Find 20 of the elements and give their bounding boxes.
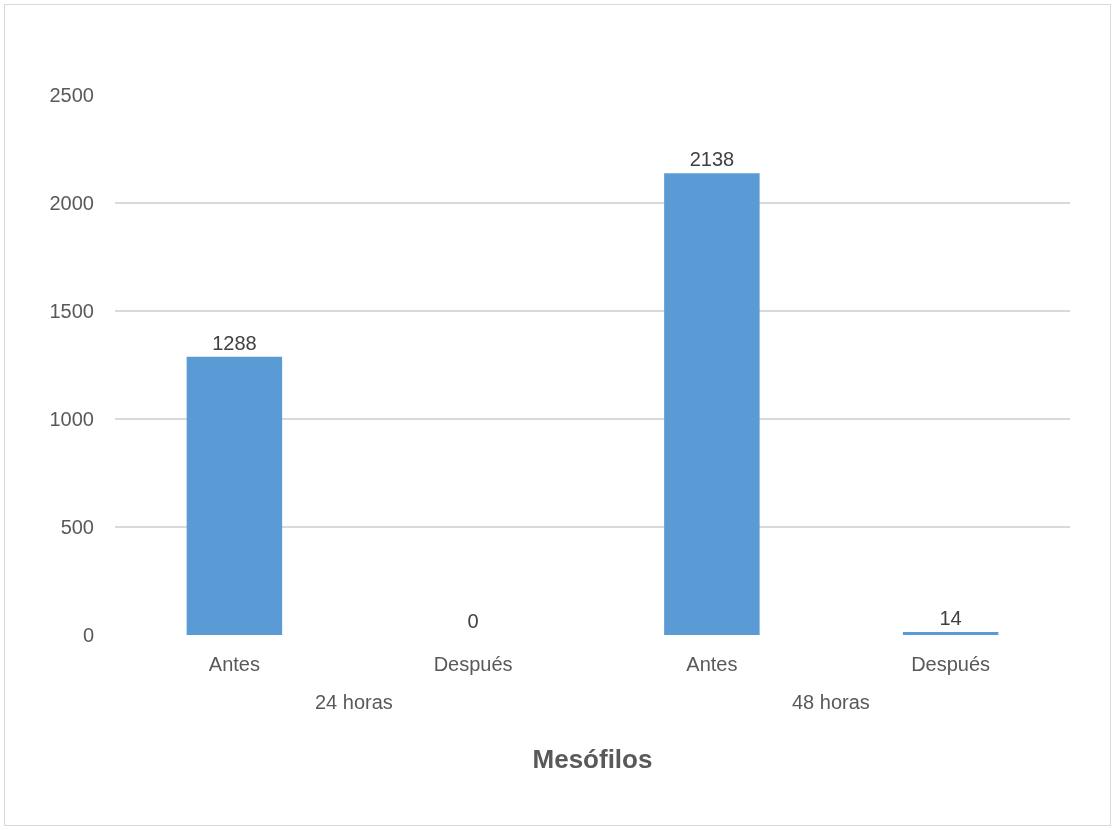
x-tick-label: Antes bbox=[208, 653, 260, 675]
bar bbox=[902, 631, 999, 635]
text: 48 horas bbox=[792, 691, 870, 713]
x-tick-label: Después bbox=[911, 653, 991, 675]
x-axis-title: Mesófilos bbox=[532, 743, 653, 774]
bar bbox=[664, 173, 760, 635]
x-tick-label: Antes bbox=[686, 653, 738, 675]
text: 24 horas bbox=[315, 691, 393, 713]
y-tick-label: 1000 bbox=[49, 408, 94, 430]
y-tick-label: 2000 bbox=[49, 192, 94, 214]
y-tick-label: 500 bbox=[60, 516, 94, 538]
x-tick-label: Después bbox=[433, 653, 513, 675]
y-tick-label: 0 bbox=[82, 624, 94, 646]
data-label: 1288 bbox=[212, 331, 257, 354]
data-label: 14 bbox=[939, 606, 962, 629]
data-label: 2138 bbox=[689, 148, 735, 171]
data-label: 0 bbox=[467, 610, 479, 632]
y-tick-label: 2500 bbox=[49, 84, 94, 106]
bar bbox=[186, 356, 283, 635]
y-tick-label: 1500 bbox=[49, 300, 94, 322]
